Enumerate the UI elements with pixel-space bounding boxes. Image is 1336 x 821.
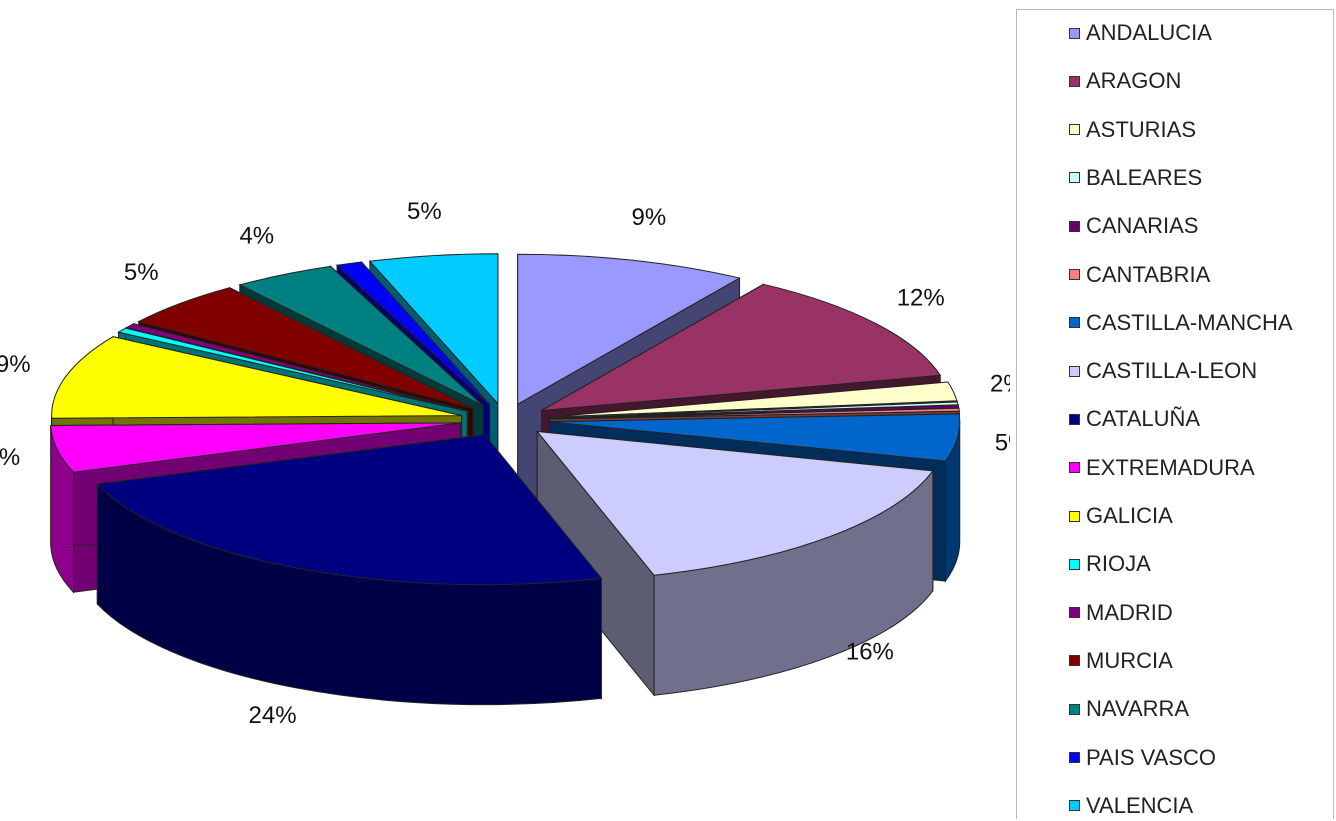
legend-item-pais vasco: PAIS VASCO xyxy=(1069,743,1216,773)
legend-label: PAIS VASCO xyxy=(1086,745,1216,771)
data-label-galicia: 9% xyxy=(0,351,31,378)
legend-swatch xyxy=(1069,28,1080,39)
legend-swatch xyxy=(1069,124,1080,135)
legend-label: MADRID xyxy=(1086,600,1173,626)
legend-item-valencia: VALENCIA xyxy=(1069,791,1193,821)
legend-item-galicia: GALICIA xyxy=(1069,501,1173,531)
legend-label: ANDALUCIA xyxy=(1086,20,1212,46)
data-label-castilla-leon: 16% xyxy=(846,639,894,666)
data-label-aragon: 12% xyxy=(897,285,945,312)
data-label-andalucia: 9% xyxy=(631,204,666,231)
legend-item-extremadura: EXTREMADURA xyxy=(1069,453,1255,483)
legend-swatch xyxy=(1069,704,1080,715)
legend-swatch xyxy=(1069,317,1080,328)
legend-label: NAVARRA xyxy=(1086,696,1189,722)
pie-chart: 9% 12% 2% 5% 16% 24% 5% 9% 5% 4% 5% xyxy=(0,0,1010,816)
legend-label: BALEARES xyxy=(1086,165,1202,191)
legend-item-cataluña: CATALUÑA xyxy=(1069,404,1200,434)
data-label-extremadura: 5% xyxy=(0,444,20,471)
legend-item-baleares: BALEARES xyxy=(1069,163,1202,193)
data-label-murcia: 5% xyxy=(124,259,159,286)
data-label-navarra: 4% xyxy=(239,222,274,249)
legend-label: MURCIA xyxy=(1086,648,1173,674)
legend-swatch xyxy=(1069,269,1080,280)
legend-item-madrid: MADRID xyxy=(1069,598,1173,628)
legend-label: CASTILLA-LEON xyxy=(1086,358,1257,384)
legend-swatch xyxy=(1069,366,1080,377)
legend-swatch xyxy=(1069,607,1080,618)
legend-item-castilla-mancha: CASTILLA-MANCHA xyxy=(1069,308,1293,338)
legend-swatch xyxy=(1069,462,1080,473)
legend-label: VALENCIA xyxy=(1086,793,1193,819)
legend-label: CANARIAS xyxy=(1086,213,1198,239)
legend-swatch xyxy=(1069,221,1080,232)
legend-label: CASTILLA-MANCHA xyxy=(1086,310,1293,336)
legend-swatch xyxy=(1069,800,1080,811)
legend-label: RIOJA xyxy=(1086,551,1151,577)
legend: ANDALUCIA ARAGON ASTURIAS BALEARES CANARIAS C… xyxy=(1016,9,1334,819)
data-label-castilla-mancha: 5% xyxy=(995,429,1010,456)
legend-swatch xyxy=(1069,752,1080,763)
legend-item-navarra: NAVARRA xyxy=(1069,694,1189,724)
legend-label: EXTREMADURA xyxy=(1086,455,1255,481)
legend-item-asturias: ASTURIAS xyxy=(1069,115,1196,145)
legend-swatch xyxy=(1069,76,1080,87)
legend-item-cantabria: CANTABRIA xyxy=(1069,260,1210,290)
data-label-valencia: 5% xyxy=(407,198,442,225)
legend-swatch xyxy=(1069,414,1080,425)
legend-item-canarias: CANARIAS xyxy=(1069,211,1198,241)
legend-item-murcia: MURCIA xyxy=(1069,646,1173,676)
legend-label: GALICIA xyxy=(1086,503,1173,529)
legend-swatch xyxy=(1069,511,1080,522)
legend-swatch xyxy=(1069,172,1080,183)
legend-swatch xyxy=(1069,559,1080,570)
legend-label: CATALUÑA xyxy=(1086,406,1200,432)
legend-item-andalucia: ANDALUCIA xyxy=(1069,18,1212,48)
data-label-cataluña: 24% xyxy=(249,702,297,729)
data-label-asturias: 2% xyxy=(990,371,1010,398)
legend-swatch xyxy=(1069,655,1080,666)
legend-label: ARAGON xyxy=(1086,68,1181,94)
legend-item-rioja: RIOJA xyxy=(1069,549,1151,579)
legend-label: ASTURIAS xyxy=(1086,117,1196,143)
legend-item-aragon: ARAGON xyxy=(1069,66,1181,96)
legend-item-castilla-leon: CASTILLA-LEON xyxy=(1069,356,1257,386)
legend-label: CANTABRIA xyxy=(1086,262,1210,288)
